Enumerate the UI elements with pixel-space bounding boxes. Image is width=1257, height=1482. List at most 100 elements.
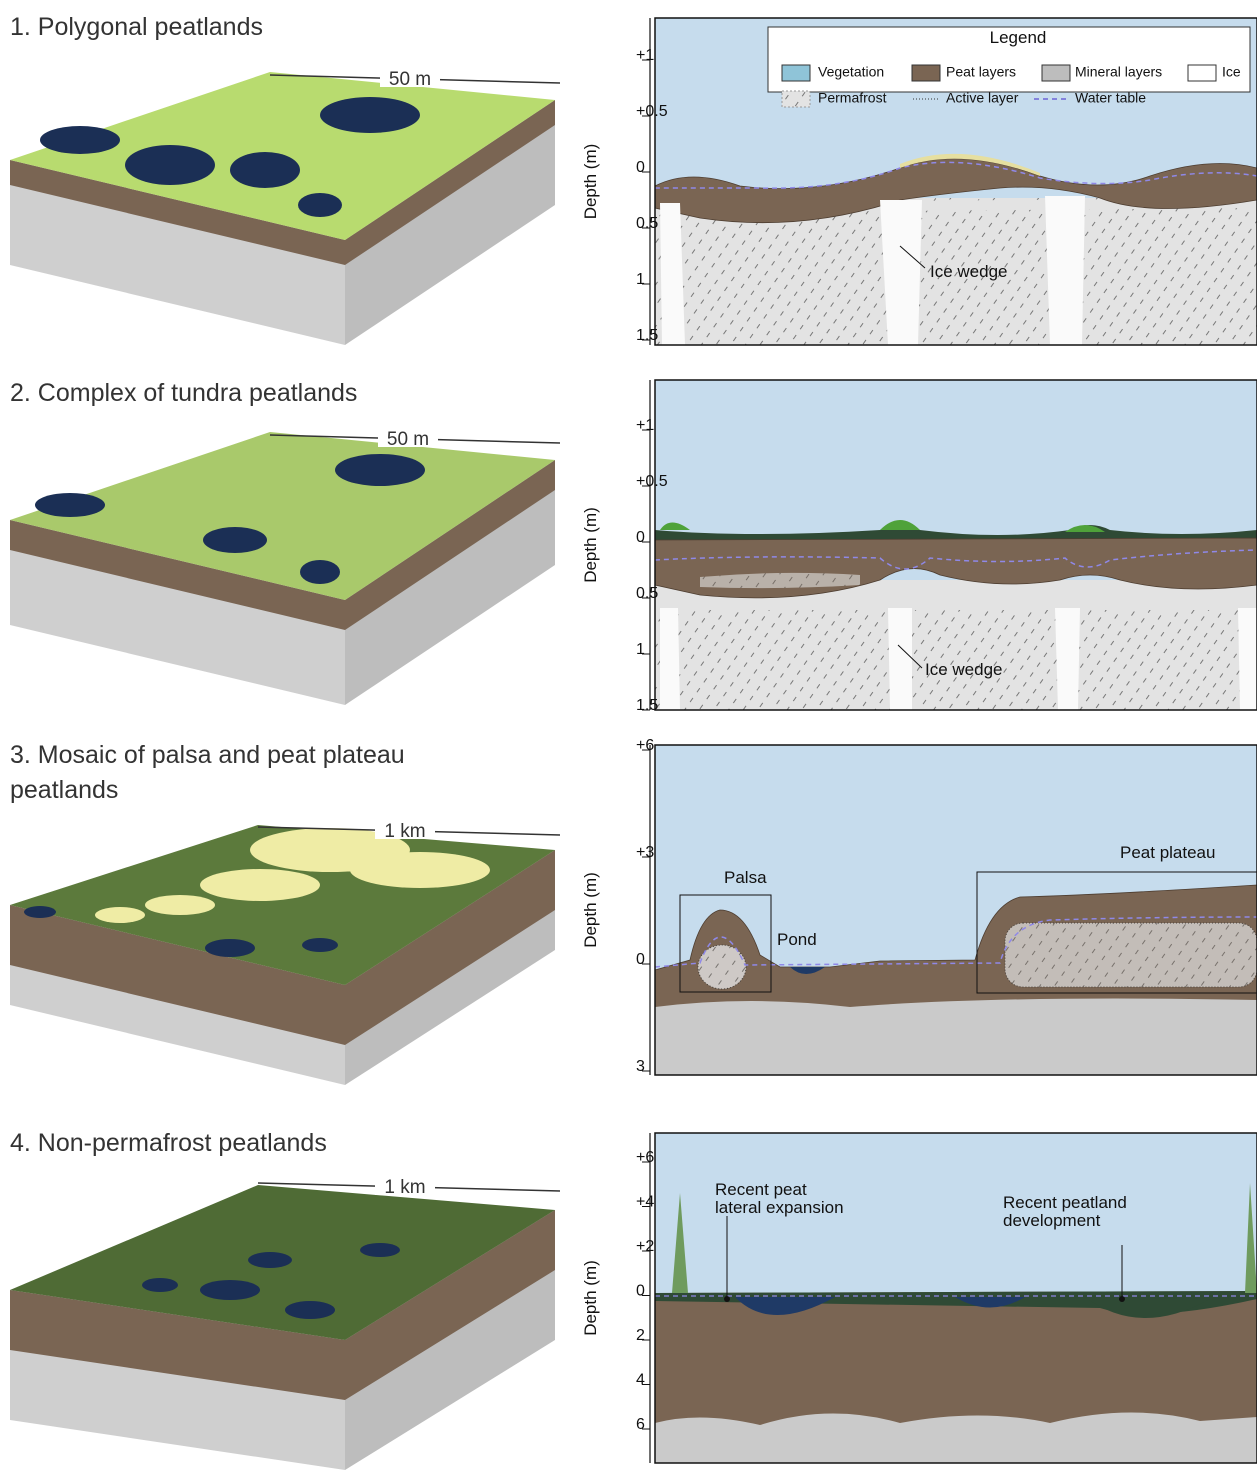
pond	[285, 1301, 335, 1319]
scale-label: 50 m	[387, 429, 429, 450]
path-shape	[655, 998, 1257, 1075]
polygon-shape	[660, 608, 680, 710]
block-peat	[10, 850, 555, 1045]
pond	[200, 1280, 260, 1300]
scale-label: 1 km	[384, 1177, 425, 1198]
section-4	[654, 1132, 1257, 1464]
panel-title: 2. Complex of tundra peatlands	[10, 379, 357, 407]
tick-label: 4	[636, 1372, 645, 1389]
pond	[320, 97, 420, 133]
plateau	[145, 895, 215, 915]
panel-title: 1. Polygonal peatlands	[10, 13, 263, 41]
line-shape	[899, 245, 926, 269]
scale-label: 50 m	[389, 69, 431, 90]
scale-bg	[378, 425, 438, 447]
path-shape	[1085, 1297, 1210, 1319]
tick-label: 3	[636, 1058, 645, 1075]
axis-label: Depth (m)	[581, 507, 600, 583]
tick-label: 0.5	[636, 215, 658, 232]
polygon-shape	[1238, 608, 1257, 710]
tick-label: +6	[636, 737, 654, 754]
pond	[35, 493, 105, 517]
panel-title: peatlands	[10, 776, 118, 804]
annotation: Recent peat	[715, 1180, 807, 1199]
legend-title: Legend	[990, 28, 1047, 47]
tick-label: 1	[636, 271, 645, 288]
tick-label: 6	[636, 1416, 645, 1433]
section-1	[654, 17, 1257, 346]
axis-label: Depth (m)	[581, 872, 600, 948]
rect-shape	[654, 17, 1257, 346]
path-shape	[660, 520, 1105, 532]
panel-title: 4. Non-permafrost peatlands	[10, 1129, 327, 1157]
tick-label: +3	[636, 844, 654, 861]
annotation: Peat plateau	[1120, 843, 1215, 862]
pond	[142, 1278, 178, 1292]
panel-title: 3. Mosaic of palsa and peat plateau	[10, 741, 405, 769]
pond	[230, 152, 300, 188]
path-shape	[655, 525, 1257, 540]
rect-shape	[654, 744, 1257, 1076]
section-2	[654, 379, 1257, 711]
scale-bg	[375, 1173, 435, 1195]
tick-label: +0.5	[636, 103, 668, 120]
rect-shape	[654, 379, 1257, 711]
circle-shape	[1119, 1296, 1125, 1302]
path-shape	[735, 1297, 1025, 1315]
scale-bg	[375, 817, 435, 839]
tick-label: 0	[636, 1283, 645, 1300]
pond	[205, 939, 255, 957]
annotation: Recent peatland	[1003, 1193, 1127, 1212]
section-3	[654, 744, 1257, 1076]
legend-item: Active layer	[946, 90, 1019, 106]
axis-label: Depth (m)	[581, 144, 600, 220]
tick-label: 0	[636, 951, 645, 968]
tick-label: +2	[636, 1238, 654, 1255]
path-shape	[654, 549, 1257, 570]
scale-bg	[380, 65, 440, 87]
legend-item: Vegetation	[818, 64, 884, 80]
pond	[125, 145, 215, 185]
tick-label: +6	[636, 1149, 654, 1166]
legend-item: Ice	[1222, 64, 1241, 80]
scale-label: 1 km	[384, 821, 425, 842]
path-shape	[700, 572, 860, 589]
path-shape	[790, 967, 825, 974]
pond	[24, 906, 56, 918]
tick-label: 1	[636, 641, 645, 658]
path-shape	[655, 1412, 1257, 1463]
path-shape	[900, 153, 1040, 176]
rect-shape	[679, 894, 772, 993]
pond	[302, 938, 338, 952]
path-shape	[655, 161, 1257, 189]
pond	[248, 1252, 292, 1268]
tick-label: 0.5	[636, 585, 658, 602]
rect-shape	[1187, 64, 1217, 82]
polygon-shape	[888, 608, 912, 710]
rect-shape	[1004, 922, 1257, 988]
annotation: Ice wedge	[930, 262, 1008, 281]
tick-label: +0.5	[636, 473, 668, 490]
pond	[40, 126, 120, 154]
rect-shape	[976, 871, 1257, 994]
polygon-shape	[880, 200, 922, 345]
axis-label: Depth (m)	[581, 1260, 600, 1336]
tick-label: +1	[636, 47, 654, 64]
tick-label: 1.5	[636, 697, 658, 714]
block-peat	[10, 460, 555, 630]
annotation: Pond	[777, 930, 817, 949]
pond	[298, 193, 342, 217]
annotation: lateral expansion	[715, 1198, 844, 1217]
rect-shape	[1041, 64, 1071, 82]
block-side	[345, 100, 555, 345]
rect-shape	[911, 64, 941, 82]
block-front	[10, 160, 345, 345]
block-peat	[10, 1210, 555, 1400]
plateau	[95, 907, 145, 923]
annotation: Ice wedge	[925, 660, 1003, 679]
legend-item: Water table	[1075, 90, 1146, 106]
circle-shape	[724, 1296, 730, 1302]
pond	[335, 454, 425, 486]
